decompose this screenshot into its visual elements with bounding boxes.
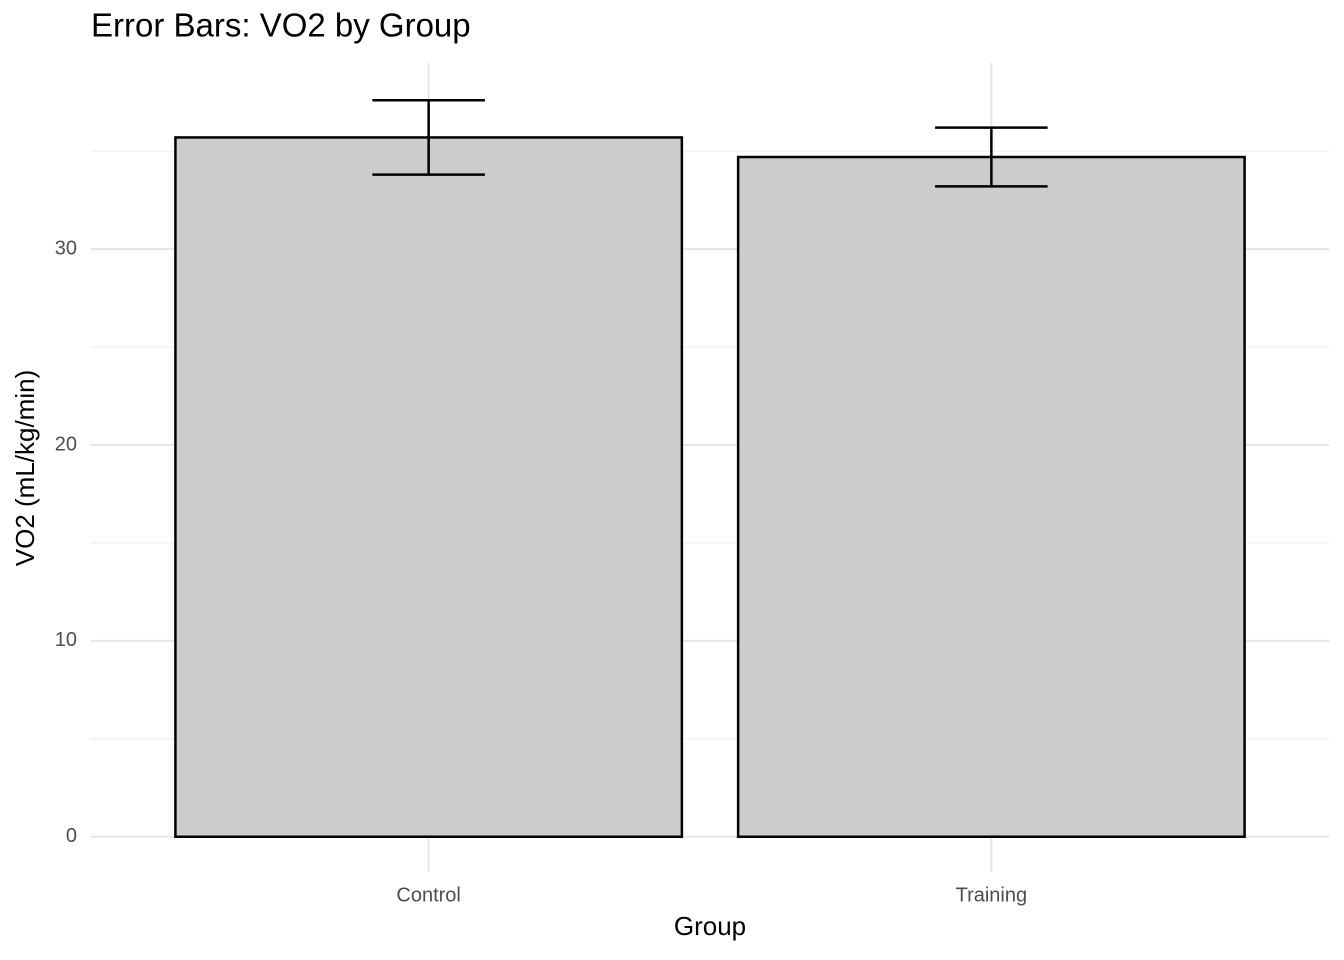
chart-title: Error Bars: VO2 by Group — [91, 7, 471, 44]
y-tick-label: 20 — [55, 433, 77, 455]
y-tick-label: 10 — [55, 629, 77, 651]
bar — [174, 136, 684, 838]
y-tick-label: 30 — [55, 237, 77, 259]
x-axis-title: Group — [674, 911, 746, 941]
x-tick-label: Control — [396, 884, 460, 906]
bar — [736, 155, 1246, 838]
x-tick-label: Training — [956, 884, 1028, 906]
y-axis-title: VO2 (mL/kg/min) — [10, 370, 40, 567]
y-tick-label: 0 — [66, 825, 77, 847]
